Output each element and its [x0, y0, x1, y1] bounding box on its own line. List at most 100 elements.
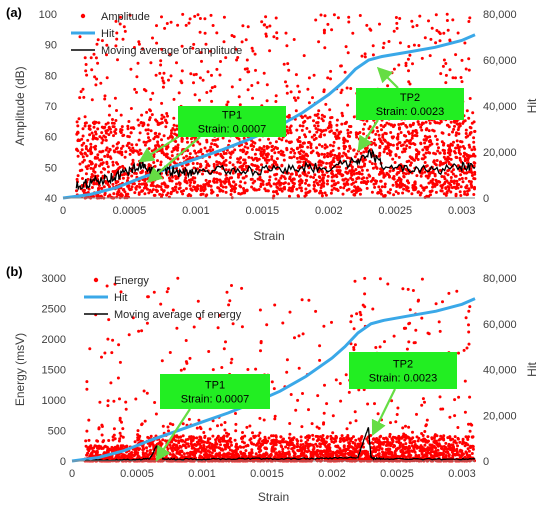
- scatter-point: [323, 173, 327, 177]
- scatter-point: [89, 56, 93, 60]
- scatter-point: [333, 437, 336, 441]
- scatter-point: [454, 53, 458, 57]
- scatter-point: [115, 142, 119, 146]
- scatter-point: [450, 170, 454, 174]
- scatter-point: [114, 44, 118, 48]
- scatter-point: [354, 438, 358, 442]
- scatter-point: [111, 118, 114, 121]
- scatter-point: [366, 140, 370, 144]
- scatter-point: [453, 124, 456, 128]
- scatter-point: [312, 133, 316, 137]
- scatter-point: [283, 187, 287, 191]
- scatter-point: [381, 46, 385, 50]
- scatter-point: [145, 449, 149, 453]
- scatter-point: [198, 17, 202, 20]
- scatter-point: [176, 447, 180, 451]
- scatter-point: [177, 439, 180, 443]
- scatter-point: [351, 181, 355, 185]
- scatter-point: [170, 154, 174, 158]
- scatter-point: [390, 135, 394, 139]
- scatter-point: [172, 148, 176, 152]
- scatter-point: [430, 443, 434, 447]
- scatter-point: [309, 175, 313, 179]
- scatter-point: [144, 452, 148, 455]
- scatter-point: [319, 133, 323, 136]
- scatter-point: [342, 178, 346, 182]
- scatter-point: [283, 451, 287, 455]
- scatter-point: [105, 146, 109, 150]
- scatter-point: [187, 21, 191, 25]
- scatter-point: [200, 59, 203, 63]
- scatter-point: [117, 193, 120, 197]
- y2-tick-label: 0: [483, 193, 489, 205]
- scatter-point: [167, 451, 171, 455]
- scatter-point: [381, 133, 385, 137]
- scatter-point: [130, 162, 134, 166]
- scatter-point: [225, 103, 229, 107]
- scatter-point: [347, 15, 351, 19]
- scatter-point: [244, 449, 248, 453]
- scatter-point: [450, 180, 454, 184]
- scatter-point: [243, 181, 247, 185]
- scatter-point: [110, 445, 114, 449]
- scatter-point: [285, 84, 289, 88]
- scatter-point: [300, 452, 304, 456]
- scatter-point: [306, 442, 310, 446]
- x-tick-label: 0.003: [448, 205, 476, 217]
- scatter-point: [89, 162, 93, 166]
- scatter-point: [455, 119, 459, 123]
- scatter-point: [242, 158, 246, 162]
- scatter-point: [362, 450, 366, 454]
- scatter-point: [275, 185, 279, 189]
- scatter-point: [411, 123, 415, 127]
- scatter-point: [300, 450, 304, 454]
- scatter-point: [383, 174, 387, 178]
- scatter-point: [307, 101, 311, 105]
- scatter-point: [408, 455, 412, 459]
- scatter-point: [203, 146, 207, 150]
- scatter-point: [314, 18, 318, 22]
- scatter-point: [264, 34, 268, 38]
- scatter-point: [243, 191, 247, 195]
- scatter-point: [249, 177, 253, 181]
- scatter-point: [385, 121, 389, 125]
- scatter-point: [274, 100, 278, 103]
- scatter-point: [114, 131, 118, 135]
- scatter-point: [199, 162, 202, 166]
- scatter-point: [215, 171, 219, 175]
- scatter-point: [443, 177, 447, 181]
- scatter-point: [272, 434, 275, 438]
- scatter-point: [336, 16, 340, 20]
- scatter-point: [257, 148, 261, 152]
- scatter-point: [76, 124, 80, 128]
- scatter-point: [154, 73, 158, 77]
- scatter-point: [320, 191, 324, 195]
- scatter-point: [189, 181, 193, 184]
- scatter-point: [238, 161, 242, 165]
- scatter-point: [299, 186, 303, 190]
- scatter-point: [434, 121, 438, 125]
- scatter-point: [463, 157, 467, 161]
- scatter-point: [326, 76, 330, 80]
- scatter-point: [473, 147, 477, 151]
- scatter-point: [434, 190, 438, 194]
- scatter-point: [335, 118, 339, 122]
- scatter-point: [323, 14, 327, 18]
- scatter-point: [318, 143, 321, 147]
- scatter-point: [221, 435, 225, 439]
- scatter-point: [346, 444, 350, 448]
- scatter-point: [311, 96, 314, 100]
- scatter-point: [108, 185, 111, 189]
- scatter-point: [455, 131, 458, 135]
- scatter-point: [428, 135, 432, 139]
- scatter-point: [211, 24, 215, 27]
- scatter-point: [270, 157, 274, 161]
- scatter-point: [81, 155, 85, 159]
- scatter-point: [321, 454, 325, 457]
- scatter-point: [369, 28, 373, 32]
- scatter-point: [453, 174, 457, 178]
- scatter-point: [270, 446, 274, 449]
- scatter-point: [268, 178, 271, 182]
- y-tick-label: 80: [45, 70, 57, 82]
- scatter-point: [153, 164, 157, 168]
